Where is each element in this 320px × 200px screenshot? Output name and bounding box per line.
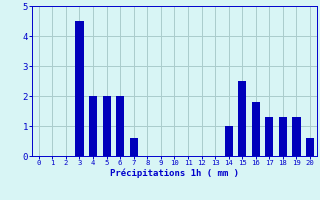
Bar [76,21,84,156]
Bar [116,96,124,156]
Bar [279,117,287,156]
Bar [102,96,111,156]
Bar [265,117,273,156]
Bar [292,117,300,156]
X-axis label: Précipitations 1h ( mm ): Précipitations 1h ( mm ) [110,169,239,178]
Bar [238,81,246,156]
Bar [130,138,138,156]
Bar [225,126,233,156]
Bar [89,96,97,156]
Bar [306,138,314,156]
Bar [252,102,260,156]
